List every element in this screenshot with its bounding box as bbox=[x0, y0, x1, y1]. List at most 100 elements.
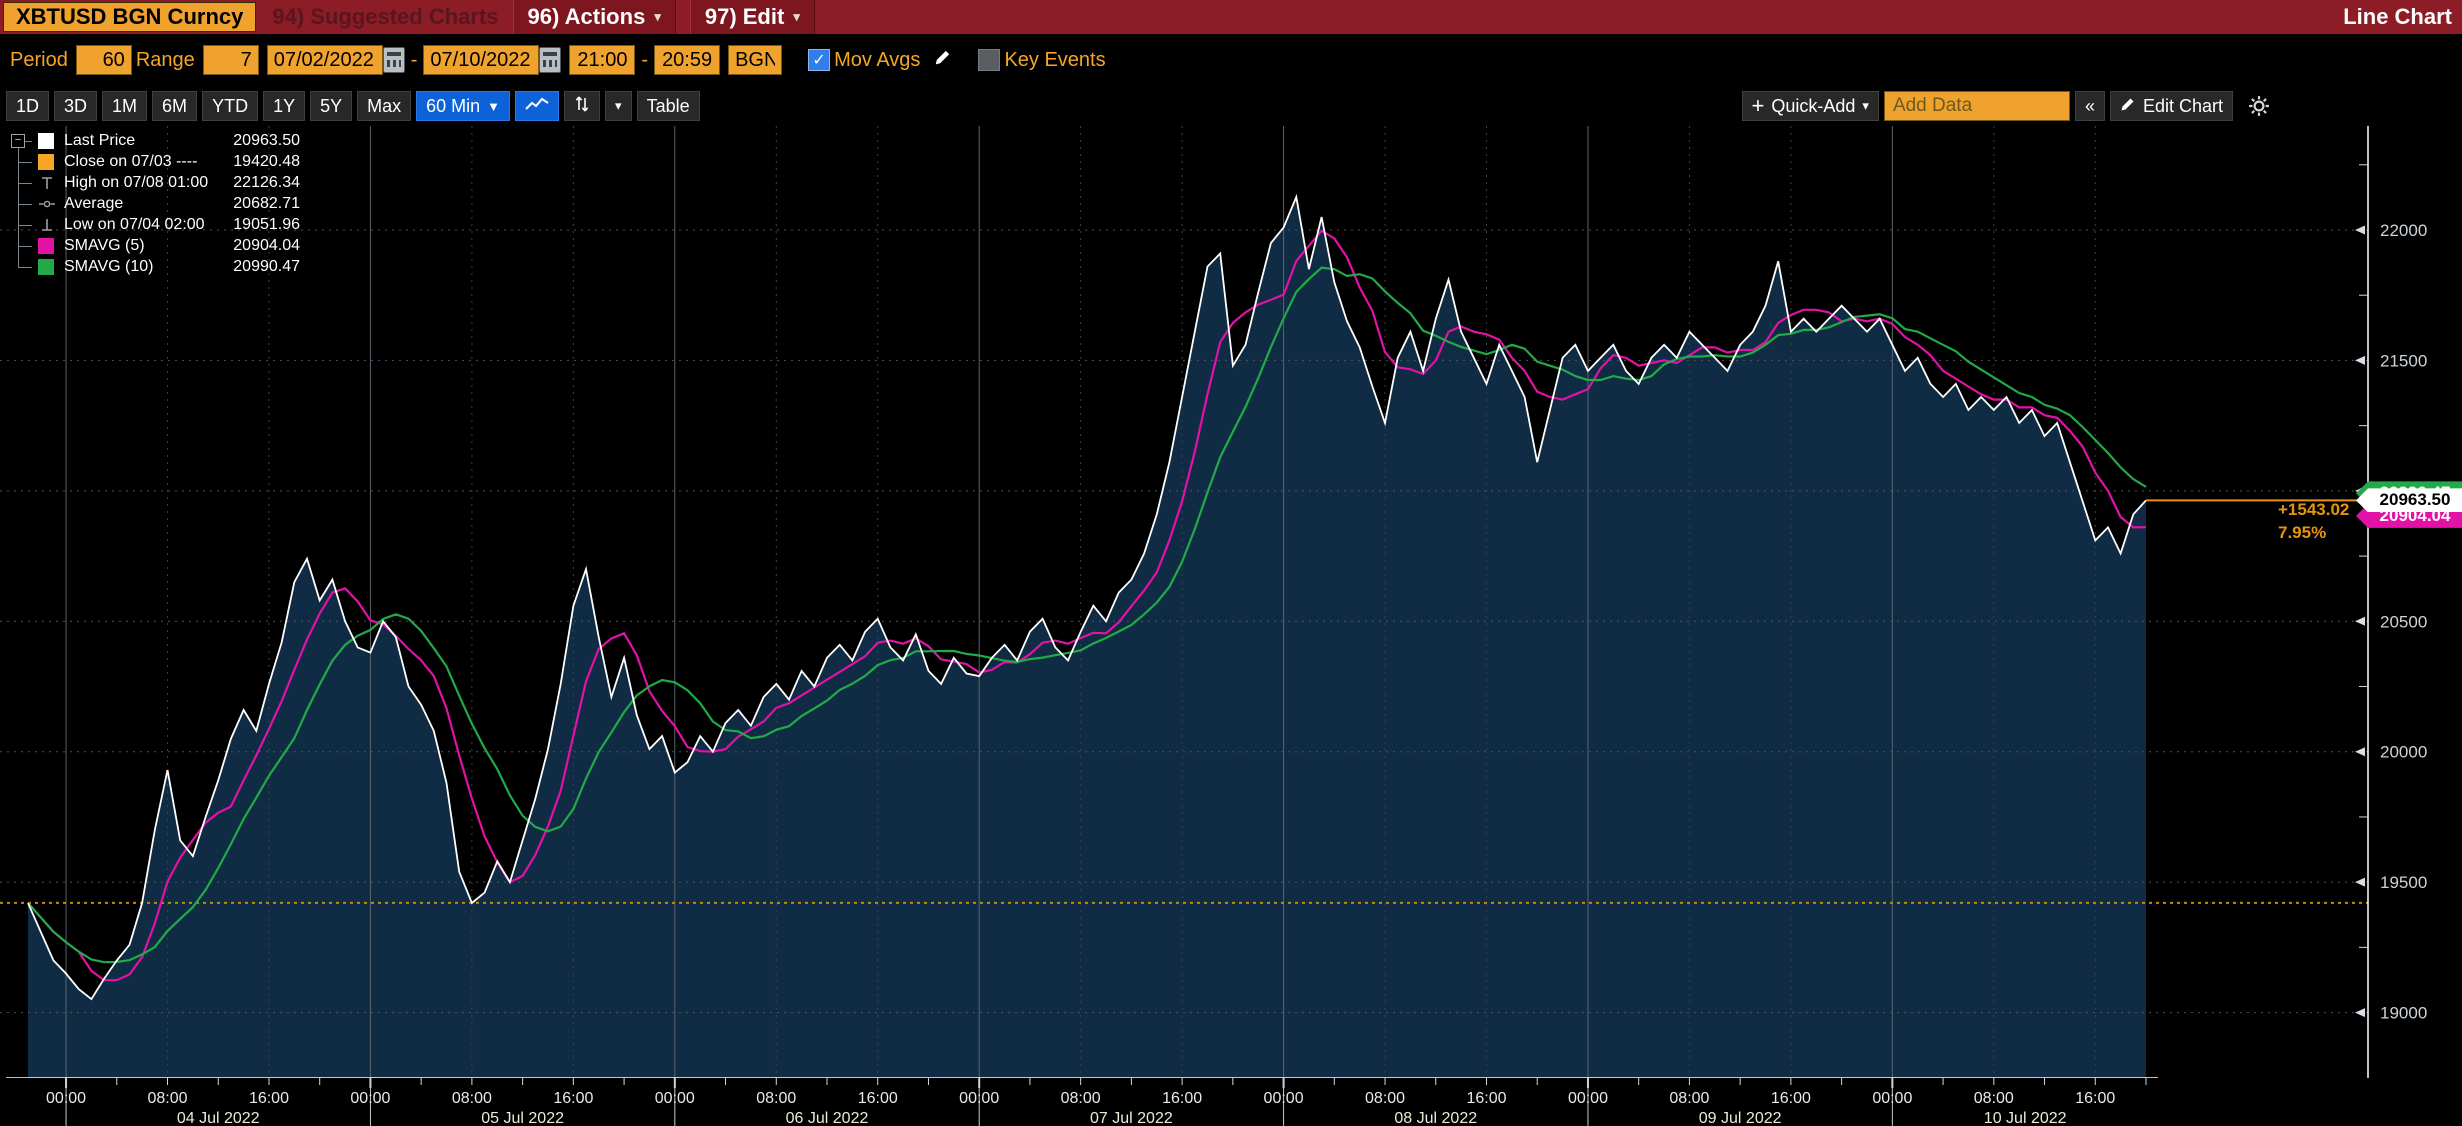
legend-average[interactable]: Average 20682.71 bbox=[8, 193, 300, 214]
x-axis-labels: 00:00 08:00 16:00 04 Jul 2022 00:00 08:00 16:0… bbox=[46, 1078, 2147, 1126]
chevron-down-icon: ▾ bbox=[1862, 98, 1869, 113]
svg-text:08:00: 08:00 bbox=[1365, 1090, 1405, 1107]
legend-smavg10[interactable]: SMAVG (10) 20990.47 bbox=[8, 256, 300, 277]
svg-text:08:00: 08:00 bbox=[147, 1090, 187, 1107]
calendar-icon[interactable] bbox=[539, 47, 562, 73]
pencil-icon[interactable] bbox=[934, 48, 952, 72]
time-from-input[interactable] bbox=[569, 45, 636, 75]
menu-actions[interactable]: 96) Actions ▾ bbox=[512, 0, 676, 34]
table-button[interactable]: Table bbox=[636, 91, 700, 121]
legend-value: 20682.71 bbox=[233, 194, 300, 212]
chart-canvas[interactable]: 1900019500200002050021000215002200000:00… bbox=[0, 126, 2462, 1126]
tab-5y[interactable]: 5Y bbox=[310, 91, 353, 121]
menu-edit[interactable]: 97) Edit ▾ bbox=[689, 0, 815, 34]
edit-chart-label: Edit Chart bbox=[2142, 95, 2223, 116]
interval-label: 60 Min bbox=[426, 95, 481, 116]
chevron-down-icon: ▾ bbox=[654, 9, 661, 24]
legend-label: Low on 07/04 02:00 bbox=[64, 215, 205, 233]
svg-text:19000: 19000 bbox=[2380, 1004, 2427, 1023]
time-to-input[interactable] bbox=[654, 45, 721, 75]
tab-ytd[interactable]: YTD bbox=[202, 91, 259, 121]
svg-text:19500: 19500 bbox=[2380, 873, 2427, 892]
add-data-input[interactable] bbox=[1883, 91, 2070, 121]
bar-chart-type-button[interactable] bbox=[564, 91, 601, 121]
key-events-label: Key Events bbox=[1004, 48, 1106, 71]
date-to-input[interactable] bbox=[423, 45, 540, 75]
legend-value: 19420.48 bbox=[233, 152, 300, 170]
menu-actions-label: 96) Actions bbox=[527, 4, 646, 29]
legend-value: 20904.04 bbox=[233, 236, 300, 254]
price-line bbox=[27, 193, 2147, 1001]
last-price-axis-tag: 20963.50 bbox=[2356, 488, 2462, 513]
svg-text:22000: 22000 bbox=[2380, 221, 2427, 240]
svg-text:09 Jul 2022: 09 Jul 2022 bbox=[1699, 1110, 1782, 1126]
svg-text:16:00: 16:00 bbox=[249, 1090, 289, 1107]
tab-max[interactable]: Max bbox=[357, 91, 412, 121]
svg-text:16:00: 16:00 bbox=[1771, 1090, 1811, 1107]
svg-text:08:00: 08:00 bbox=[1061, 1090, 1101, 1107]
legend-value: 19051.96 bbox=[233, 215, 300, 233]
price-area bbox=[28, 197, 2146, 1078]
legend-low[interactable]: Low on 07/04 02:00 19051.96 bbox=[8, 214, 300, 235]
svg-text:06 Jul 2022: 06 Jul 2022 bbox=[786, 1110, 869, 1126]
legend-smavg5[interactable]: SMAVG (5) 20904.04 bbox=[8, 235, 300, 256]
average-marker-icon bbox=[38, 196, 56, 212]
tab-1y[interactable]: 1Y bbox=[263, 91, 306, 121]
quick-add-button[interactable]: + Quick-Add ▾ bbox=[1741, 91, 1879, 121]
price-chart-area[interactable]: 1900019500200002050021000215002200000:00… bbox=[0, 126, 2462, 1126]
svg-text:08:00: 08:00 bbox=[1669, 1090, 1709, 1107]
range-input[interactable] bbox=[202, 45, 259, 75]
tab-3d[interactable]: 3D bbox=[54, 91, 98, 121]
legend-label: Last Price bbox=[64, 131, 136, 149]
settings-gear-icon[interactable] bbox=[2248, 95, 2270, 117]
low-marker-icon bbox=[38, 217, 56, 233]
mov-avgs-checkbox[interactable]: ✓ bbox=[808, 49, 831, 71]
svg-text:08:00: 08:00 bbox=[756, 1090, 796, 1107]
menu-suggested-charts[interactable]: 94) Suggested Charts bbox=[272, 4, 499, 29]
legend-label: SMAVG (10) bbox=[64, 257, 154, 275]
mov-avgs-label: Mov Avgs bbox=[834, 48, 921, 71]
legend-close[interactable]: Close on 07/03 ---- 19420.48 bbox=[8, 151, 300, 172]
legend-label: Close on 07/03 ---- bbox=[64, 152, 198, 170]
edit-chart-button[interactable]: Edit Chart bbox=[2109, 91, 2233, 121]
legend-label: SMAVG (5) bbox=[64, 236, 145, 254]
svg-text:08:00: 08:00 bbox=[452, 1090, 492, 1107]
period-input[interactable] bbox=[75, 45, 132, 75]
legend-label: Average bbox=[64, 194, 124, 212]
plus-icon: + bbox=[1751, 93, 1765, 118]
tab-1m[interactable]: 1M bbox=[102, 91, 148, 121]
line-chart-type-button[interactable] bbox=[515, 91, 560, 121]
svg-text:00:00: 00:00 bbox=[655, 1090, 695, 1107]
change-annotation: +1543.02 7.95% bbox=[2278, 498, 2349, 544]
collapse-panel-button[interactable]: « bbox=[2074, 91, 2105, 121]
date-from-input[interactable] bbox=[266, 45, 383, 75]
security-ticker[interactable]: XBTUSD BGN Curncy bbox=[3, 2, 257, 32]
chevron-down-icon: ▾ bbox=[615, 98, 622, 113]
svg-text:20000: 20000 bbox=[2380, 743, 2427, 762]
svg-text:00:00: 00:00 bbox=[350, 1090, 390, 1107]
quick-add-label: Quick-Add bbox=[1771, 95, 1856, 116]
tab-1d[interactable]: 1D bbox=[6, 91, 50, 121]
interval-select[interactable]: 60 Min ▼ bbox=[416, 91, 511, 121]
svg-text:00:00: 00:00 bbox=[1872, 1090, 1912, 1107]
legend-collapse-icon[interactable]: − bbox=[11, 134, 25, 148]
price-source-input[interactable] bbox=[728, 45, 783, 75]
last-price-swatch bbox=[38, 132, 54, 149]
svg-text:16:00: 16:00 bbox=[1162, 1090, 1202, 1107]
svg-text:21500: 21500 bbox=[2380, 351, 2427, 370]
legend-high[interactable]: High on 07/08 01:00 22126.34 bbox=[8, 172, 300, 193]
legend-value: 20963.50 bbox=[233, 131, 300, 149]
high-marker-icon bbox=[38, 175, 56, 191]
tab-6m[interactable]: 6M bbox=[152, 91, 198, 121]
calendar-icon[interactable] bbox=[382, 47, 405, 73]
legend-last-price[interactable]: Last Price 20963.50 bbox=[8, 130, 300, 151]
change-absolute: +1543.02 bbox=[2278, 500, 2350, 519]
svg-text:00:00: 00:00 bbox=[1568, 1090, 1608, 1107]
svg-text:04 Jul 2022: 04 Jul 2022 bbox=[177, 1110, 260, 1126]
chart-type-dropdown[interactable]: ▾ bbox=[605, 91, 632, 121]
line-chart-icon bbox=[525, 96, 549, 117]
key-events-checkbox[interactable] bbox=[978, 49, 1001, 71]
svg-text:08 Jul 2022: 08 Jul 2022 bbox=[1394, 1110, 1477, 1126]
bars-icon bbox=[574, 95, 590, 118]
period-label: Period bbox=[10, 48, 68, 71]
